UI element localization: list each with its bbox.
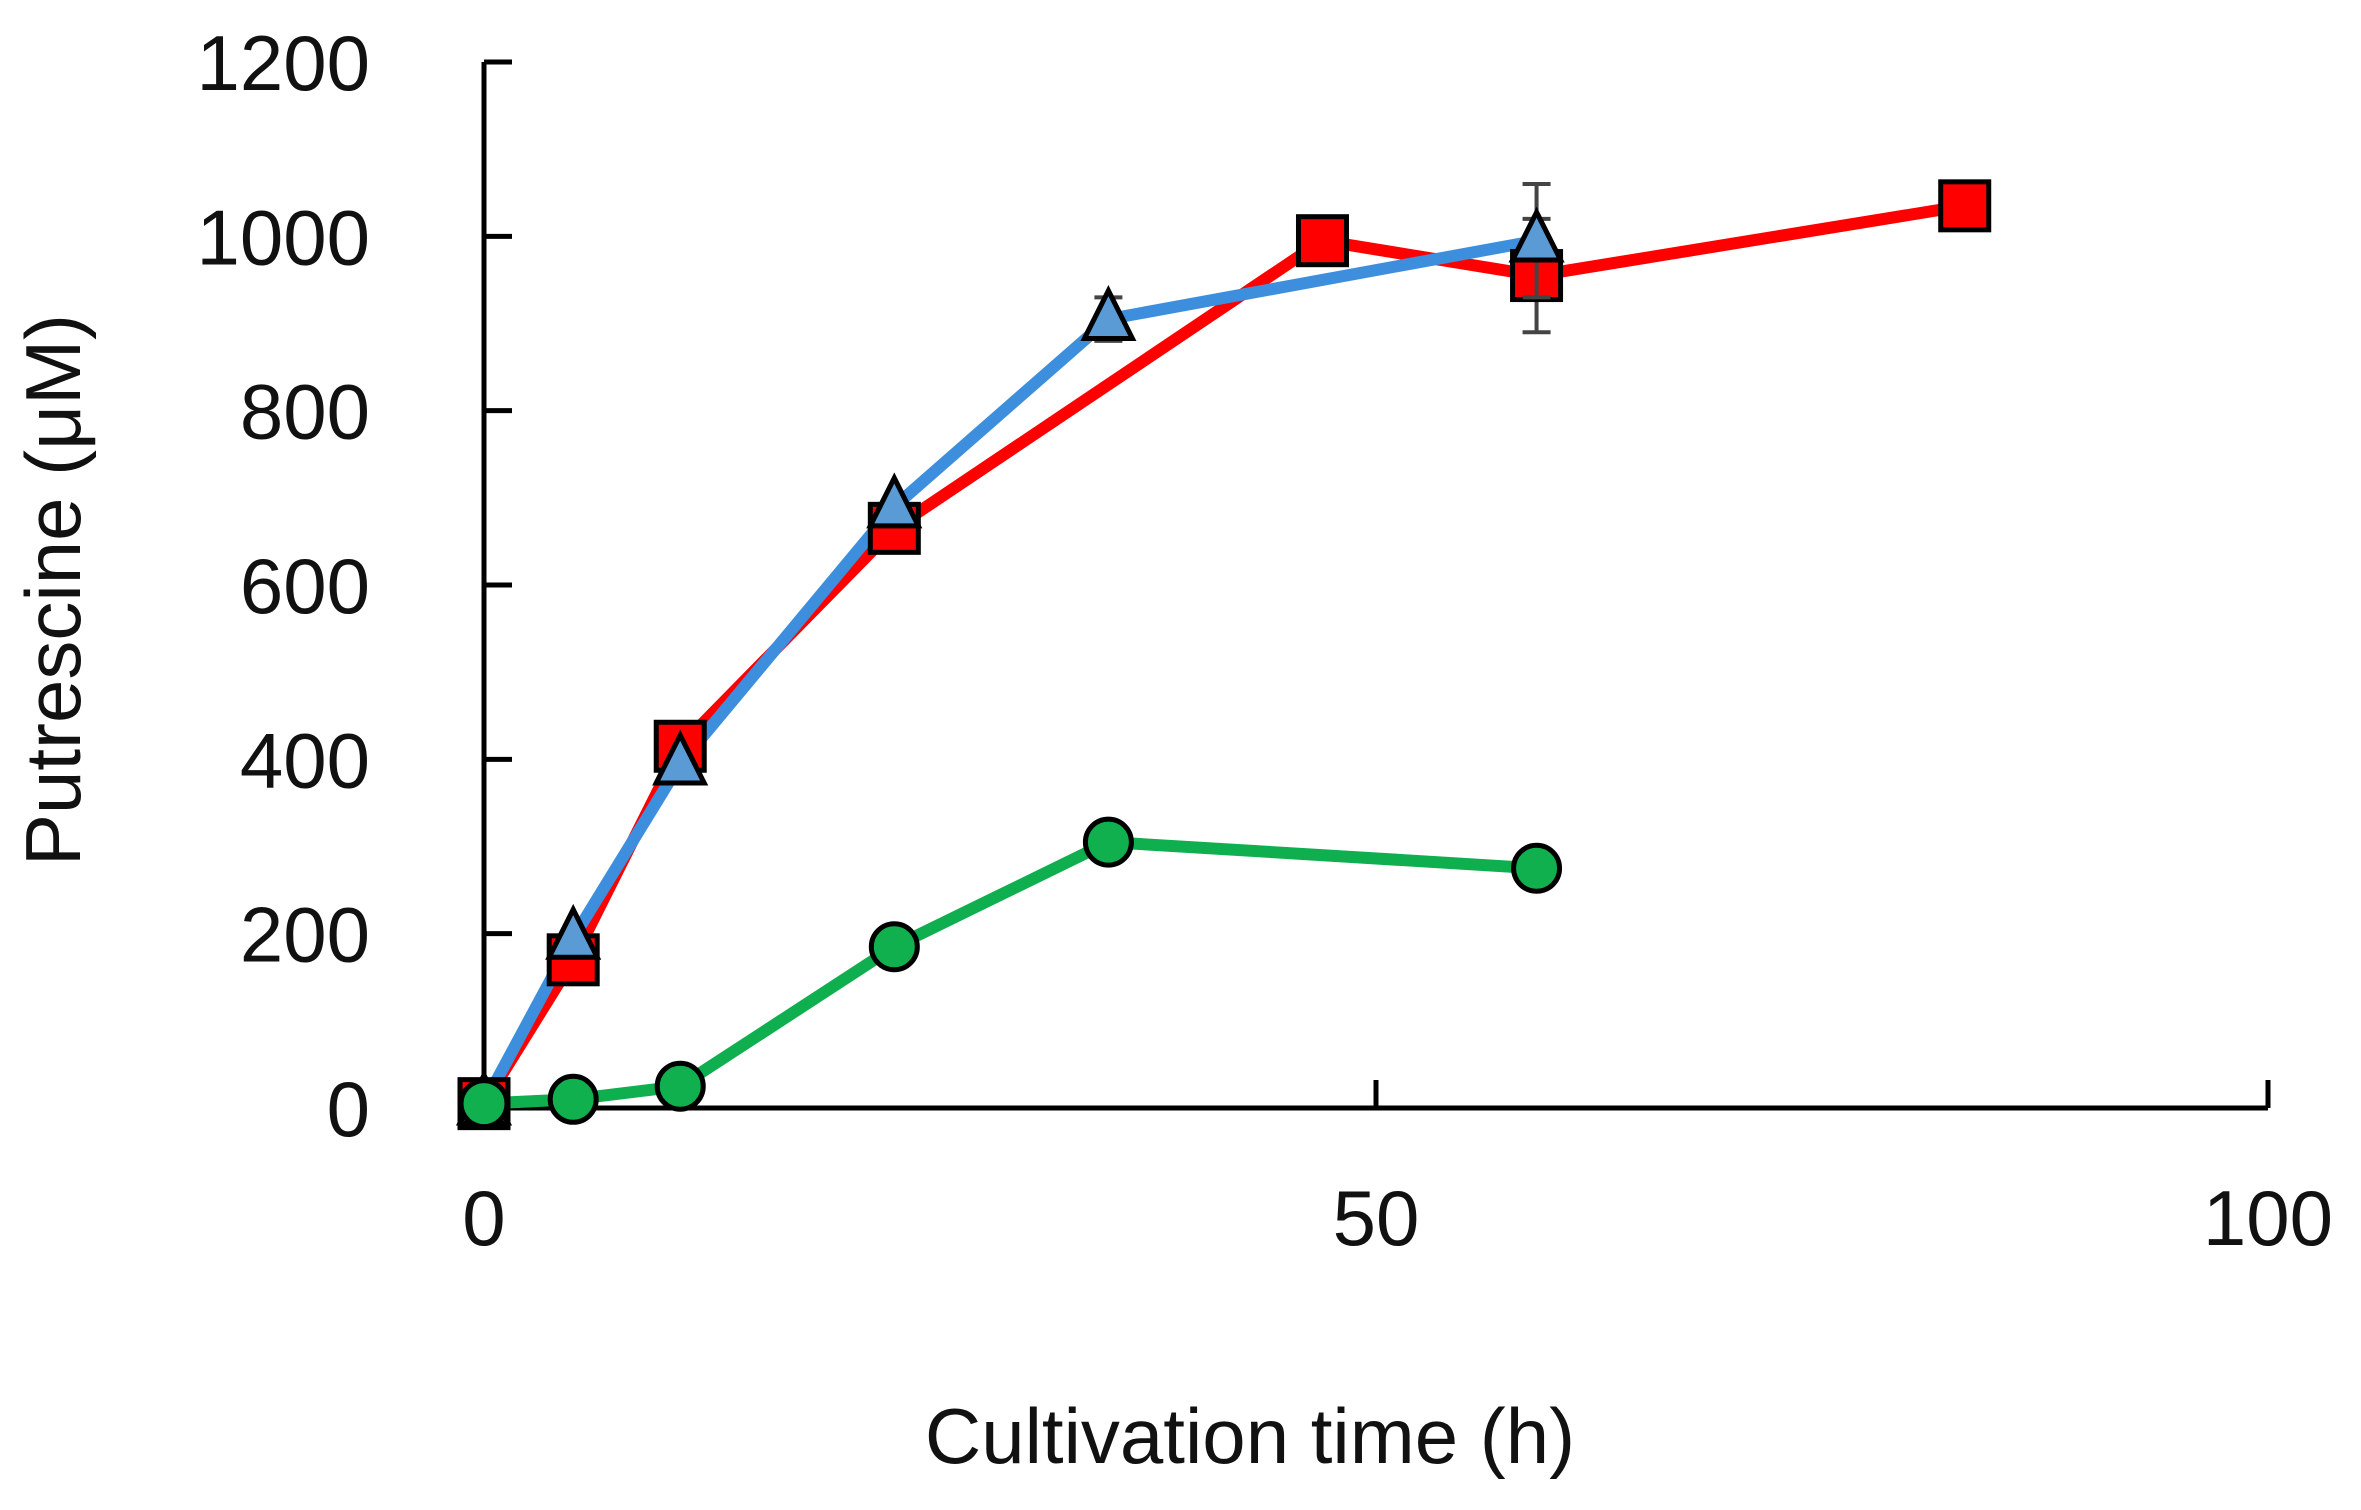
y-tick-label: 1200 — [196, 19, 370, 107]
green-circles-markers — [458, 816, 1563, 1130]
data-point-triangle — [1508, 206, 1565, 263]
blue-triangles-line-group — [478, 234, 1543, 1110]
data-point-square — [1938, 179, 1992, 233]
series-layer — [455, 179, 1992, 1131]
blue-triangles-line — [478, 234, 1543, 1110]
red-squares-line — [478, 199, 1971, 1110]
y-tick-label: 0 — [327, 1065, 370, 1153]
data-point-circle — [868, 921, 920, 973]
data-point-triangle — [652, 729, 709, 786]
data-point-triangle — [1080, 285, 1137, 341]
x-tick-label: 50 — [1333, 1174, 1420, 1262]
y-tick-label: 600 — [240, 542, 370, 630]
data-point-triangle — [545, 903, 602, 960]
red-squares-markers — [457, 179, 1992, 1131]
data-point-triangle — [866, 472, 923, 529]
data-point-circle — [654, 1060, 706, 1112]
y-tick-label: 200 — [240, 891, 370, 979]
y-tick-label: 800 — [240, 368, 370, 456]
red-squares-line-group — [478, 199, 1971, 1110]
x-axis-title: Cultivation time (h) — [925, 1392, 1575, 1480]
blue-triangles-markers — [455, 182, 1565, 1126]
x-tick-label: 0 — [462, 1174, 505, 1262]
data-point-circle — [1082, 816, 1134, 868]
y-axis-title: Putrescine (μM) — [9, 314, 97, 866]
data-point-square — [1295, 214, 1349, 268]
axes — [481, 62, 2268, 1111]
y-tick-label: 1000 — [196, 193, 370, 281]
data-point-circle — [1511, 842, 1563, 894]
y-tick-label: 400 — [240, 716, 370, 804]
green-circles-line — [478, 836, 1543, 1110]
x-ticks: 0 50 100 — [462, 1080, 2333, 1262]
data-point-circle — [458, 1078, 510, 1130]
green-circles-line-group — [478, 836, 1543, 1110]
y-ticks: 0 200 400 600 800 1000 1200 — [196, 19, 512, 1153]
data-point-circle — [547, 1073, 599, 1125]
x-tick-label: 100 — [2203, 1174, 2333, 1262]
